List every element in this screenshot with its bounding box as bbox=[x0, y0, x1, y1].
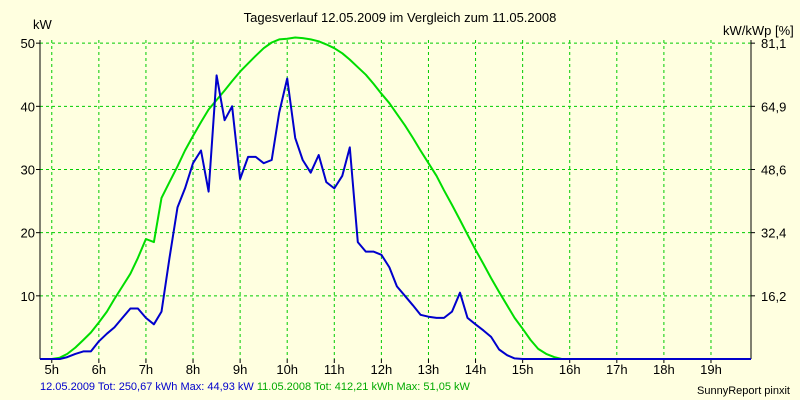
x-tick-label: 14h bbox=[465, 362, 487, 377]
plot-background bbox=[40, 40, 751, 359]
x-tick-label: 5h bbox=[45, 362, 59, 377]
x-tick-label: 8h bbox=[186, 362, 200, 377]
y-tick-label-right: 81,1 bbox=[761, 36, 786, 51]
y-tick-label-right: 48,6 bbox=[761, 162, 786, 177]
x-tick-label: 19h bbox=[700, 362, 722, 377]
x-tick-label: 18h bbox=[653, 362, 675, 377]
footer-summary: 12.05.2009 Tot: 250,67 kWh Max: 44,93 kW… bbox=[40, 381, 470, 393]
x-tick-label: 17h bbox=[606, 362, 628, 377]
x-tick-label: 13h bbox=[418, 362, 440, 377]
x-tick-label: 6h bbox=[92, 362, 106, 377]
x-tick-label: 11h bbox=[324, 362, 345, 377]
x-tick-label: 16h bbox=[559, 362, 581, 377]
y-tick-label-right: 16,2 bbox=[761, 289, 786, 304]
y-tick-label-left: 30 bbox=[21, 162, 35, 177]
y-tick-label-right: 32,4 bbox=[761, 226, 786, 241]
x-tick-label: 15h bbox=[512, 362, 534, 377]
x-tick-label: 12h bbox=[371, 362, 393, 377]
y-tick-label-left: 40 bbox=[21, 99, 35, 114]
x-tick-label: 7h bbox=[139, 362, 153, 377]
y-axis-right-unit: kW/kWp [%] bbox=[723, 23, 794, 38]
y-tick-label-left: 20 bbox=[21, 226, 35, 241]
y-axis-left-unit: kW bbox=[33, 17, 52, 32]
footer-credit: SunnyReport pinxit bbox=[697, 385, 790, 397]
x-tick-label: 10h bbox=[276, 362, 298, 377]
series-line-2009 bbox=[40, 74, 751, 360]
footer-series-2008: 11.05.2008 Tot: 412,21 kWh Max: 51,05 kW bbox=[256, 381, 470, 393]
y-tick-label-left: 50 bbox=[21, 36, 35, 51]
chart-title: Tagesverlauf 12.05.2009 im Vergleich zum… bbox=[243, 10, 557, 25]
y-tick-label-left: 10 bbox=[21, 289, 35, 304]
footer-series-2009: 12.05.2009 Tot: 250,67 kWh Max: 44,93 kW bbox=[40, 381, 254, 393]
x-tick-label: 9h bbox=[233, 362, 247, 377]
y-tick-label-right: 64,9 bbox=[761, 99, 786, 114]
